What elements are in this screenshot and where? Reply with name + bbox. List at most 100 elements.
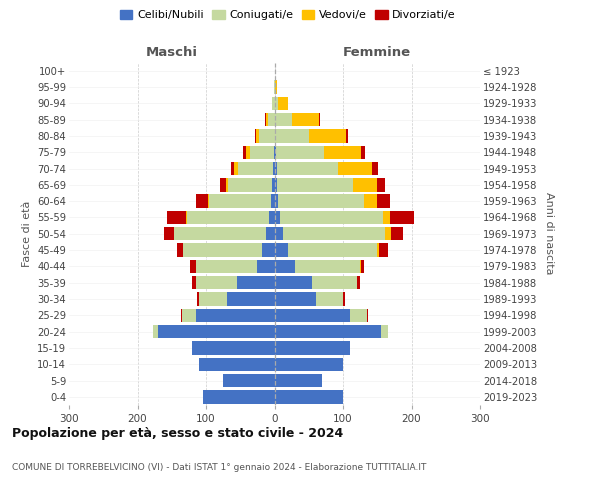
Bar (275, 194, 278, 208)
Bar (228, 178, 272, 192)
Bar (275, 292, 316, 306)
Bar (182, 308, 196, 322)
Bar (361, 260, 364, 273)
Bar (209, 194, 271, 208)
Bar (262, 244, 275, 256)
Y-axis label: Fasce di età: Fasce di età (22, 200, 32, 267)
Bar (356, 276, 360, 289)
Bar (176, 244, 184, 256)
Bar (274, 146, 275, 159)
Bar (275, 358, 343, 371)
Bar (275, 260, 295, 273)
Bar (184, 244, 262, 256)
Bar (379, 244, 388, 256)
Bar (273, 162, 275, 175)
Bar (268, 113, 275, 126)
Bar (220, 178, 226, 192)
Bar (373, 162, 378, 175)
Bar (275, 341, 350, 354)
Bar (250, 146, 274, 159)
Bar (275, 227, 283, 240)
Bar (196, 276, 237, 289)
Bar (259, 129, 275, 142)
Bar (276, 146, 324, 159)
Text: COMUNE DI TORREBELVICINO (VI) - Dati ISTAT 1° gennaio 2024 - Elaborazione TUTTIT: COMUNE DI TORREBELVICINO (VI) - Dati IST… (12, 462, 427, 471)
Bar (196, 308, 275, 322)
Bar (275, 129, 309, 142)
Bar (295, 260, 360, 273)
Bar (164, 227, 174, 240)
Bar (208, 194, 209, 208)
Bar (256, 129, 259, 142)
Bar (247, 146, 250, 159)
Bar (238, 162, 273, 175)
Bar (265, 113, 266, 126)
Bar (292, 113, 319, 126)
Bar (280, 211, 383, 224)
Bar (350, 308, 367, 322)
Bar (275, 244, 288, 256)
Bar (283, 227, 385, 240)
Bar (275, 80, 277, 94)
Bar (192, 276, 196, 289)
Bar (277, 162, 338, 175)
Bar (361, 146, 365, 159)
Bar (181, 308, 182, 322)
Bar (223, 374, 275, 387)
Bar (254, 129, 256, 142)
Bar (203, 390, 275, 404)
Text: Maschi: Maschi (146, 46, 198, 59)
Bar (275, 162, 277, 175)
Bar (278, 194, 364, 208)
Bar (234, 162, 238, 175)
Bar (377, 244, 379, 256)
Bar (391, 227, 403, 240)
Bar (193, 341, 275, 354)
Bar (275, 96, 278, 110)
Bar (266, 227, 275, 240)
Bar (278, 96, 288, 110)
Bar (275, 374, 322, 387)
Bar (274, 80, 275, 94)
Bar (275, 146, 276, 159)
Bar (316, 292, 343, 306)
Bar (389, 211, 413, 224)
Bar (230, 162, 234, 175)
Bar (275, 276, 312, 289)
Bar (343, 292, 345, 306)
Bar (275, 178, 277, 192)
Bar (275, 325, 380, 338)
Bar (346, 129, 349, 142)
Bar (174, 227, 266, 240)
Bar (367, 308, 368, 322)
Bar (271, 194, 275, 208)
Bar (377, 194, 389, 208)
Bar (385, 227, 391, 240)
Bar (237, 276, 275, 289)
Y-axis label: Anni di nascita: Anni di nascita (544, 192, 554, 275)
Bar (288, 244, 377, 256)
Bar (152, 325, 158, 338)
Bar (272, 96, 275, 110)
Bar (380, 325, 388, 338)
Bar (167, 211, 186, 224)
Bar (312, 276, 357, 289)
Bar (199, 292, 227, 306)
Bar (364, 194, 377, 208)
Bar (186, 211, 187, 224)
Bar (275, 390, 343, 404)
Bar (199, 358, 275, 371)
Bar (275, 113, 292, 126)
Bar (257, 260, 275, 273)
Bar (272, 178, 275, 192)
Text: Popolazione per età, sesso e stato civile - 2024: Popolazione per età, sesso e stato civil… (12, 428, 343, 440)
Bar (353, 178, 377, 192)
Bar (227, 292, 275, 306)
Bar (243, 146, 247, 159)
Bar (383, 211, 389, 224)
Text: Femmine: Femmine (343, 46, 412, 59)
Bar (190, 260, 196, 273)
Bar (226, 178, 228, 192)
Legend: Celibi/Nubili, Coniugati/e, Vedovi/e, Divorziati/e: Celibi/Nubili, Coniugati/e, Vedovi/e, Di… (116, 6, 460, 25)
Bar (277, 178, 353, 192)
